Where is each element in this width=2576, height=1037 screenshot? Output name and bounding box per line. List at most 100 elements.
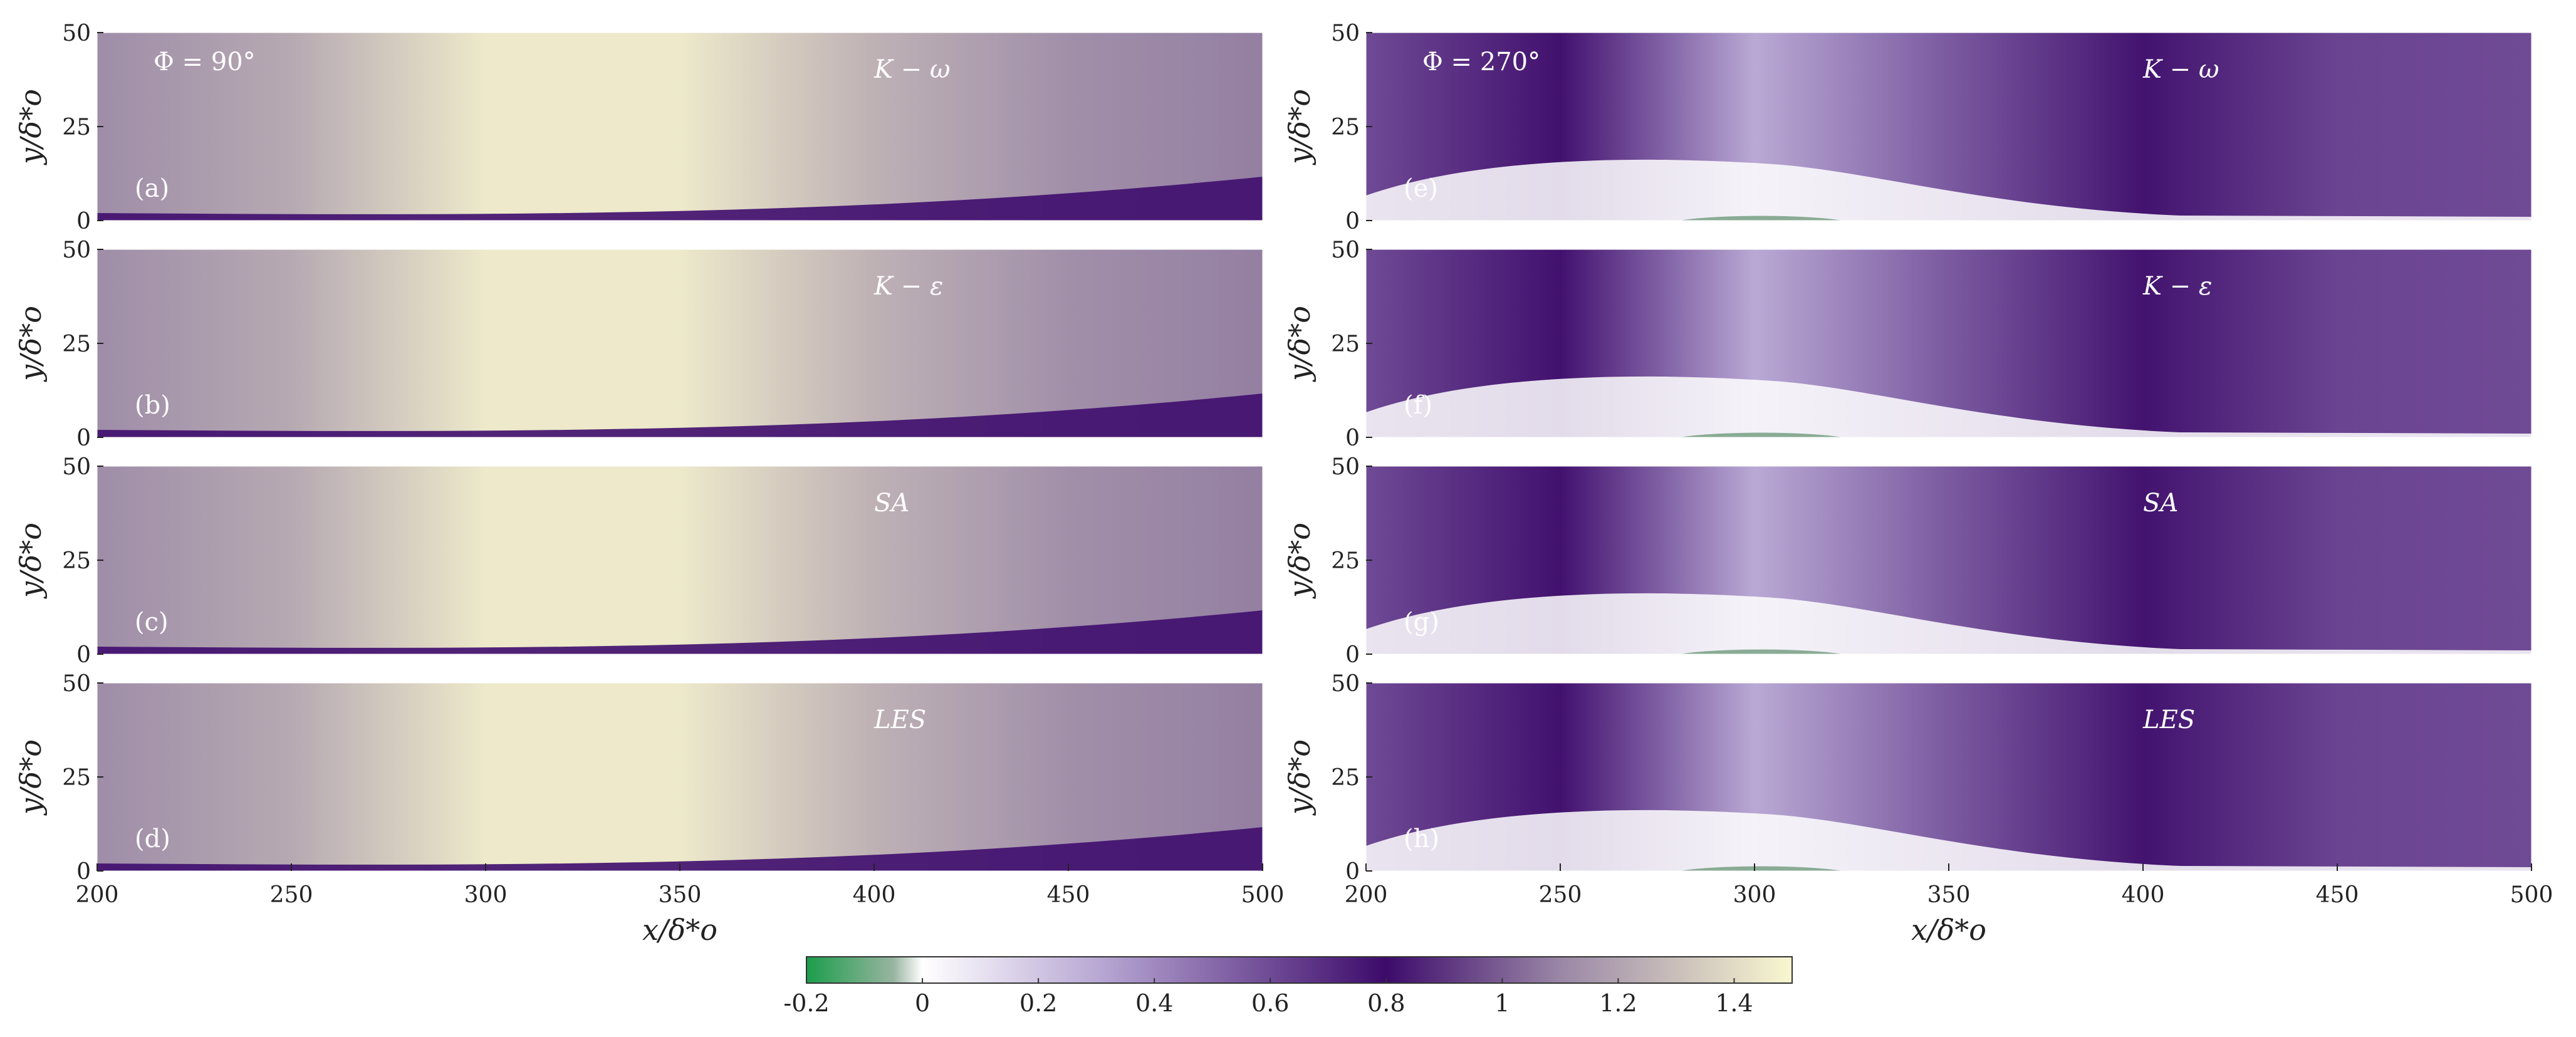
model-label: LES: [2142, 706, 2195, 734]
colorbar-tick-label: 0.2: [1019, 989, 1057, 1017]
heatmap-field: [97, 683, 1263, 871]
heatmap-field: [97, 466, 1263, 654]
colorbar: [806, 956, 1793, 984]
colorbar-tick-label: 0: [915, 989, 930, 1017]
panel-tag: (d): [135, 825, 170, 853]
y-tick-label: 0: [76, 642, 91, 668]
panel-tag: (h): [1404, 825, 1439, 853]
model-label: K − ε: [873, 272, 943, 301]
y-tick-label: 25: [62, 115, 91, 140]
x-tick-label: 350: [659, 882, 702, 908]
y-axis-label: y/δ*o: [1283, 306, 1317, 382]
model-label: SA: [2143, 489, 2178, 518]
colorbar-tick-label: -0.2: [783, 989, 829, 1017]
negative-region: [1679, 432, 1842, 437]
y-tick-label: 50: [1331, 671, 1360, 697]
model-label: SA: [874, 489, 909, 518]
y-tick-label: 25: [62, 548, 91, 574]
model-label: K − ω: [873, 55, 950, 84]
y-axis-label: y/δ*o: [14, 523, 48, 599]
panel-tag: (b): [135, 391, 170, 420]
phase-label: Φ = 270°: [1422, 48, 1540, 76]
y-tick-label: 25: [1331, 331, 1360, 357]
x-tick-label: 300: [1733, 882, 1776, 908]
boundary-layer-region: [1366, 159, 2532, 221]
x-tick-label: 250: [270, 882, 313, 908]
y-axis-label: y/δ*o: [1283, 523, 1317, 599]
x-tick-label: 200: [1345, 882, 1388, 908]
y-tick-label: 0: [76, 425, 91, 451]
negative-region: [1679, 866, 1842, 871]
y-tick-label: 0: [1345, 859, 1360, 885]
y-tick-label: 50: [62, 671, 91, 697]
y-tick-label: 50: [62, 454, 91, 480]
panel-f: (f) K − ε: [1365, 249, 2532, 438]
panel-tag: (a): [135, 174, 169, 203]
heatmap-field: [97, 249, 1263, 437]
x-tick-label: 400: [2122, 882, 2165, 908]
heatmap-field: [97, 33, 1263, 221]
boundary-layer-region: [1366, 810, 2532, 871]
boundary-layer-region: [1366, 593, 2532, 654]
negative-region: [1679, 649, 1842, 654]
y-axis-label: y/δ*o: [1283, 739, 1317, 816]
boundary-layer-region: [97, 177, 1263, 221]
y-tick-label: 25: [62, 331, 91, 357]
panel-c: (c) SA: [96, 466, 1263, 655]
panel-h: (h) LES: [1365, 682, 2532, 872]
colorbar-tick-label: 0.8: [1367, 989, 1405, 1017]
y-tick-label: 0: [76, 209, 91, 234]
x-tick-label: 200: [76, 882, 119, 908]
x-tick-label: 450: [1047, 882, 1090, 908]
colorbar-tick-label: 0.4: [1135, 989, 1173, 1017]
panel-b: (b) K − ε: [96, 249, 1263, 438]
y-tick-label: 25: [62, 765, 91, 791]
boundary-layer-region: [1366, 376, 2532, 437]
colorbar-tick-label: 1: [1494, 989, 1510, 1017]
y-tick-label: 50: [1331, 237, 1360, 263]
panel-d: (d) LES: [96, 682, 1263, 872]
x-axis-label: x/δ*o: [1911, 913, 1986, 947]
y-tick-label: 0: [1345, 642, 1360, 668]
y-tick-label: 0: [1345, 425, 1360, 451]
x-tick-label: 250: [1539, 882, 1582, 908]
model-label: K − ε: [2142, 272, 2212, 301]
x-tick-label: 450: [2316, 882, 2359, 908]
panel-e: (e) K − ω Φ = 270°: [1365, 32, 2532, 221]
y-axis-label: y/δ*o: [1283, 89, 1317, 165]
panel-tag: (f): [1404, 391, 1432, 420]
y-tick-label: 50: [62, 237, 91, 263]
boundary-layer-region: [97, 393, 1263, 437]
y-tick-label: 50: [62, 21, 91, 46]
panel-tag: (e): [1404, 174, 1438, 203]
x-tick-label: 350: [1927, 882, 1971, 908]
y-tick-label: 0: [76, 859, 91, 885]
model-label: K − ω: [2142, 55, 2219, 84]
y-tick-label: 25: [1331, 548, 1360, 574]
boundary-layer-region: [97, 610, 1263, 654]
y-axis-label: y/δ*o: [14, 89, 48, 165]
y-axis-label: y/δ*o: [14, 306, 48, 382]
x-axis-label: x/δ*o: [642, 913, 717, 947]
model-label: LES: [873, 706, 926, 734]
y-axis-label: y/δ*o: [14, 739, 48, 816]
panel-tag: (c): [135, 608, 169, 637]
colorbar-tick-label: 0.6: [1251, 989, 1289, 1017]
x-tick-label: 400: [853, 882, 896, 908]
y-tick-label: 25: [1331, 115, 1360, 140]
x-tick-label: 300: [464, 882, 508, 908]
y-tick-label: 50: [1331, 454, 1360, 480]
colorbar-tick-label: 1.4: [1715, 989, 1753, 1017]
y-tick-label: 25: [1331, 765, 1360, 791]
y-tick-label: 50: [1331, 21, 1360, 46]
panel-tag: (g): [1404, 608, 1439, 637]
panel-g: (g) SA: [1365, 466, 2532, 655]
boundary-layer-region: [97, 827, 1263, 871]
negative-region: [1679, 216, 1842, 221]
phase-label: Φ = 90°: [154, 48, 256, 76]
panel-a: (a) K − ω Φ = 90°: [96, 32, 1263, 221]
colorbar-tick-label: 1.2: [1599, 989, 1637, 1017]
x-tick-label: 500: [1241, 882, 1285, 908]
x-tick-label: 500: [2510, 882, 2553, 908]
